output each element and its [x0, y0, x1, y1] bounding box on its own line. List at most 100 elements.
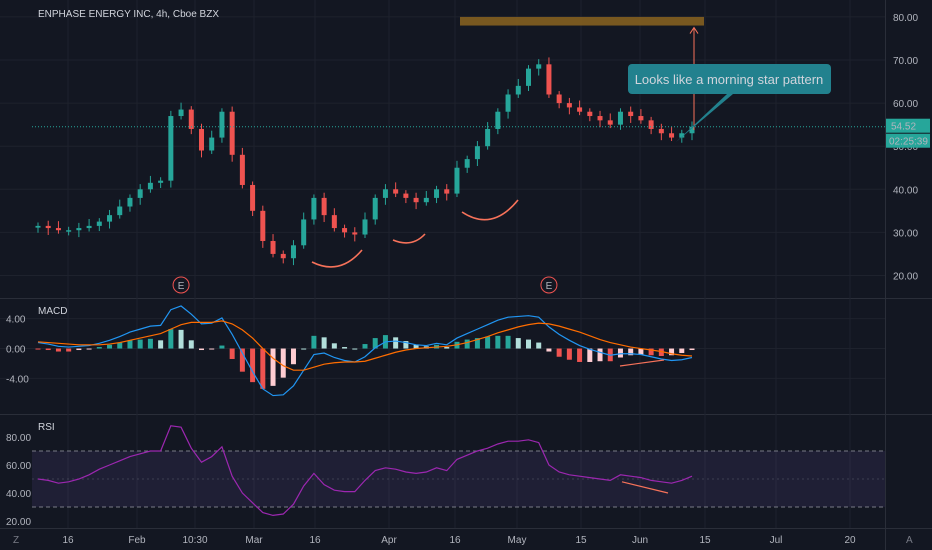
- macd-histogram-bar: [168, 329, 174, 349]
- candle-body[interactable]: [628, 111, 634, 117]
- candle-body[interactable]: [403, 193, 409, 198]
- candle-body[interactable]: [495, 111, 501, 129]
- candle-body[interactable]: [45, 225, 51, 229]
- macd-histogram-bar: [464, 339, 470, 349]
- candle-body[interactable]: [290, 245, 296, 259]
- candle-body[interactable]: [55, 228, 61, 231]
- candle-body[interactable]: [301, 219, 307, 246]
- macd-histogram-bar: [403, 341, 409, 349]
- time-tick-label: 15: [575, 535, 587, 546]
- macd-histogram-bar: [137, 339, 143, 349]
- macd-histogram-bar: [485, 336, 491, 349]
- candle-body[interactable]: [199, 128, 204, 151]
- earnings-marker[interactable]: [172, 276, 190, 294]
- earnings-marker-label: E: [178, 281, 185, 292]
- macd-panel[interactable]: [35, 305, 695, 397]
- candle-body[interactable]: [648, 120, 654, 129]
- candle-body[interactable]: [188, 109, 194, 129]
- candle-body[interactable]: [638, 116, 644, 121]
- candle-body[interactable]: [260, 210, 266, 241]
- candle-body[interactable]: [219, 111, 225, 138]
- candle-body[interactable]: [321, 197, 327, 216]
- candle-body[interactable]: [362, 219, 368, 235]
- candle-body[interactable]: [117, 206, 123, 216]
- candle-body[interactable]: [464, 159, 470, 168]
- earnings-marker[interactable]: [540, 276, 558, 294]
- earnings-marker-label: E: [546, 281, 553, 292]
- candle-body[interactable]: [679, 133, 685, 138]
- candle-body[interactable]: [86, 225, 92, 229]
- candle-body[interactable]: [689, 126, 695, 134]
- candle-body[interactable]: [607, 120, 613, 125]
- candle-body[interactable]: [393, 189, 399, 194]
- candle-body[interactable]: [485, 128, 491, 147]
- candle-body[interactable]: [587, 111, 593, 117]
- candle-body[interactable]: [280, 253, 286, 259]
- candle-body[interactable]: [454, 167, 460, 194]
- macd-histogram-bar: [290, 348, 296, 365]
- candle-body[interactable]: [239, 154, 245, 185]
- candle-body[interactable]: [536, 64, 542, 69]
- candle-body[interactable]: [66, 230, 72, 232]
- candle-body[interactable]: [566, 103, 572, 108]
- macd-histogram-bar: [597, 348, 603, 362]
- macd-histogram-bar: [372, 338, 378, 349]
- candle-body[interactable]: [137, 189, 143, 198]
- candle-body[interactable]: [444, 189, 450, 194]
- timezone-button[interactable]: Z: [13, 535, 20, 546]
- candle-body[interactable]: [342, 228, 348, 233]
- candle-body[interactable]: [382, 189, 388, 198]
- candle-body[interactable]: [158, 180, 164, 183]
- candle-body[interactable]: [76, 228, 82, 231]
- candle-body[interactable]: [658, 128, 664, 134]
- candle-body[interactable]: [209, 137, 215, 151]
- candle-body[interactable]: [597, 116, 603, 121]
- time-tick-label: Jul: [770, 535, 783, 546]
- candle-body[interactable]: [669, 133, 675, 138]
- macd-tick-label: -4.00: [6, 374, 29, 385]
- candle-body[interactable]: [413, 197, 419, 203]
- macd-histogram-bar: [260, 348, 266, 389]
- macd-histogram-bar: [86, 348, 92, 350]
- candle-body[interactable]: [505, 94, 511, 112]
- candle-body[interactable]: [352, 232, 358, 235]
- auto-scale-button[interactable]: A: [906, 535, 913, 546]
- candle-body[interactable]: [270, 240, 276, 254]
- candle-body[interactable]: [168, 116, 174, 181]
- candle-body[interactable]: [178, 109, 184, 117]
- rsi-tick-label: 60.00: [6, 461, 31, 472]
- rsi-panel[interactable]: [32, 425, 885, 517]
- macd-histogram-bar: [474, 338, 480, 349]
- macd-histogram-bar: [147, 338, 153, 349]
- price-tick-label: 70.00: [893, 56, 918, 67]
- candle-body[interactable]: [434, 189, 440, 198]
- candle-body[interactable]: [546, 64, 552, 95]
- candle-body[interactable]: [331, 215, 337, 229]
- macd-histogram-bar: [393, 337, 399, 349]
- candle-body[interactable]: [96, 221, 102, 226]
- candle-body[interactable]: [556, 94, 562, 104]
- candle-body[interactable]: [515, 85, 521, 95]
- annotation-box[interactable]: [628, 64, 831, 94]
- rsi-band: [32, 451, 885, 507]
- candle-body[interactable]: [372, 197, 378, 220]
- candle-body[interactable]: [423, 197, 429, 203]
- candle-body[interactable]: [311, 197, 317, 220]
- candle-body[interactable]: [526, 68, 531, 86]
- candle-body[interactable]: [250, 184, 256, 211]
- candle-body[interactable]: [229, 111, 235, 155]
- candle-body[interactable]: [577, 107, 583, 112]
- macd-histogram-bar: [495, 335, 501, 349]
- macd-histogram-bar: [158, 340, 164, 349]
- candle-body[interactable]: [617, 111, 623, 125]
- candle-body[interactable]: [107, 215, 113, 222]
- candle-body[interactable]: [474, 146, 480, 160]
- candle-body[interactable]: [127, 197, 133, 207]
- macd-histogram-bar: [362, 344, 368, 349]
- candle-body[interactable]: [147, 182, 153, 190]
- candle-body[interactable]: [35, 225, 41, 228]
- rsi-line: [37, 425, 693, 517]
- macd-histogram-bar: [526, 339, 531, 349]
